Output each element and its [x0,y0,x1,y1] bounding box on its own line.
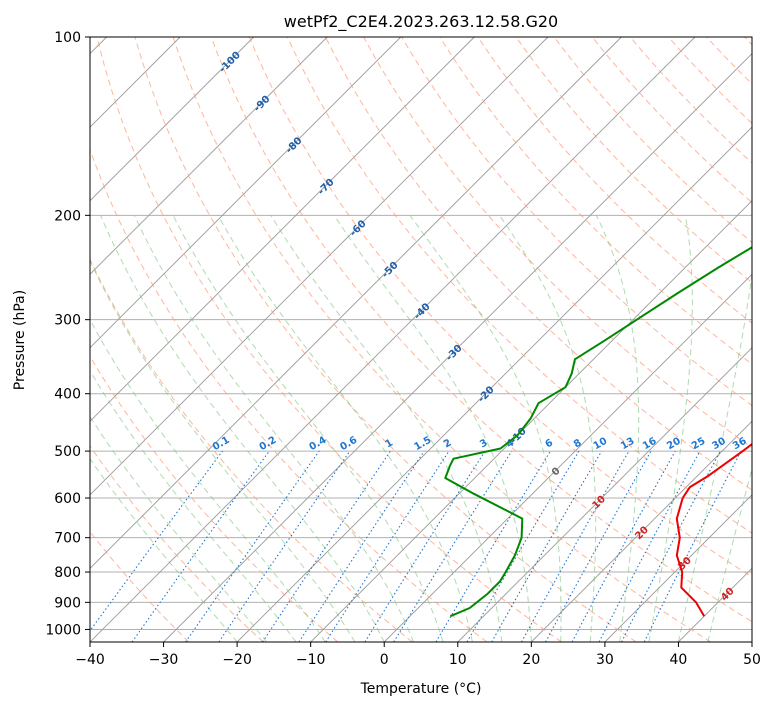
mixing-ratio-line [185,450,320,642]
mixing-ratio-label: 6 [543,437,555,450]
isotherm-line [90,37,402,349]
mixing-ratio-line [545,450,652,642]
dry-adiabat-line [591,37,752,204]
mixing-ratio-line [521,450,630,642]
isotherm-line [457,347,752,642]
moist-adiabat-line [90,318,326,642]
mixing-ratio-label: 8 [572,437,584,450]
dry-adiabat-line [210,37,752,623]
pressure-gridlines [90,37,752,630]
mixing-ratio-line [491,450,603,642]
y-tick-label: 1000 [45,622,81,638]
moist-adiabat-line [217,215,473,642]
moist-adiabat-line [595,215,640,642]
dry-adiabat-line [363,37,752,449]
moist-adiabat-line [90,259,356,642]
moist-adiabat-line [133,215,415,642]
isotherm-line [90,37,549,496]
dry-adiabat-line [286,37,752,534]
mixing-ratio-line [435,450,551,642]
isotherm-line [90,37,696,642]
y-tick-label: 900 [54,595,81,611]
x-axis-ticks: −40 −30 −20 −10 0 10 20 30 40 50 [75,642,761,668]
isotherm-line [604,494,752,642]
dry-adiabat-line [629,37,752,164]
x-tick-label: 40 [670,652,688,668]
x-tick-label: 30 [596,652,614,668]
dry-adiabat-line [96,37,562,642]
moist-adiabat-line [270,215,503,642]
dry-adiabat-lines [90,37,752,642]
isotherm-line [236,126,752,642]
dry-adiabat-line [248,37,752,578]
y-tick-label: 200 [54,208,81,224]
isotherm-line [90,37,328,275]
x-tick-label: −20 [222,652,252,668]
isotherm-line [90,37,255,202]
mixing-ratio-label: 2 [442,437,454,450]
dewpoint-profile-line [444,246,752,618]
mixing-ratio-line [325,450,450,642]
isotherm-lines [90,37,752,642]
mixing-ratio-label: 1 [383,437,395,450]
moist-adiabat-line [648,215,693,642]
y-tick-label: 400 [54,387,81,403]
plot-frame [89,36,753,643]
dry-adiabat-line [134,37,637,642]
plot-area: -100-90-80-70-60-50-40-30-20-10010203040… [90,37,752,642]
mixing-ratio-lines [90,450,742,642]
moist-adiabat-line [90,415,267,642]
moist-adiabat-line [172,215,444,642]
isotherm-line [530,420,752,642]
y-tick-label: 700 [54,531,81,547]
temperature-profile-line [675,442,752,617]
mixing-ratio-line [131,450,270,642]
moist-adiabat-lines [90,215,752,642]
moist-adiabat-line [90,369,297,642]
mixing-ratio-line [364,450,486,642]
moist-adiabat-line [333,215,532,642]
moist-adiabat-line [90,457,238,642]
dry-adiabat-line [401,37,752,407]
mixing-ratio-label: 3 [478,437,490,450]
y-tick-label: 100 [54,30,81,46]
moist-adiabat-line [677,270,752,642]
y-tick-label: 600 [54,491,81,507]
y-tick-label: 800 [54,565,81,581]
isotherm-line [163,52,752,642]
y-axis-title: Pressure (hPa) [12,290,28,390]
x-tick-label: 50 [743,652,761,668]
x-tick-label: −10 [296,652,326,668]
x-tick-label: −40 [75,652,105,668]
mixing-ratio-line [218,450,351,642]
mixing-ratio-label: 4 [505,437,517,450]
moist-adiabat-line [409,215,562,642]
dry-adiabat-line [172,37,712,642]
dry-adiabat-line [90,258,413,642]
y-tick-label: 500 [54,444,81,460]
isotherm-line [90,37,622,570]
moist-adiabat-line [100,215,385,642]
x-tick-label: 0 [380,652,389,668]
dry-adiabat-line [90,445,264,642]
x-axis-title: Temperature (°C) [360,681,482,697]
x-tick-label: 20 [522,652,540,668]
isotherm-line [90,37,475,422]
dry-adiabat-line [325,37,752,491]
x-tick-label: −30 [149,652,179,668]
y-tick-label: 300 [54,313,81,329]
isotherm-line [383,273,752,642]
dry-adiabat-line [477,37,752,324]
mixing-ratio-line [571,450,676,642]
mixing-ratio-line [466,450,580,642]
mixing-ratio-line [393,450,513,642]
x-tick-label: 10 [449,652,467,668]
sounding-series [444,246,752,618]
y-axis-ticks: 100 200 300 400 500 600 700 800 900 1000 [45,30,90,638]
chart-title: wetPf2_C2E4.2023.263.12.58.G20 [284,12,558,32]
